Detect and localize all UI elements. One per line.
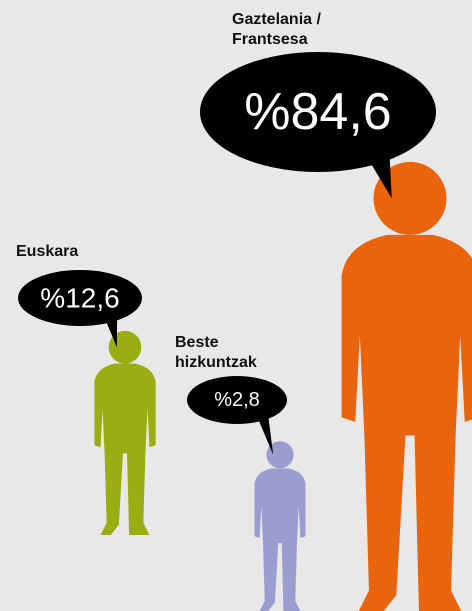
speech-bubble [200, 52, 436, 172]
value-label: %2,8 [214, 389, 260, 411]
body [94, 363, 156, 535]
category-label: Beste hizkuntzak [175, 334, 257, 371]
value-label: %12,6 [40, 283, 119, 314]
body [341, 234, 472, 611]
body [254, 468, 306, 611]
head [373, 161, 447, 235]
category-label: Gaztelania / Frantsesa [232, 11, 321, 48]
person-figure [94, 330, 156, 535]
head [266, 441, 294, 469]
value-label: %84,6 [244, 83, 391, 141]
speech-bubble [18, 270, 142, 326]
person-figure [254, 441, 306, 611]
category-label: Euskara [16, 243, 79, 260]
person-figure [341, 161, 472, 611]
speech-bubble [187, 376, 287, 424]
